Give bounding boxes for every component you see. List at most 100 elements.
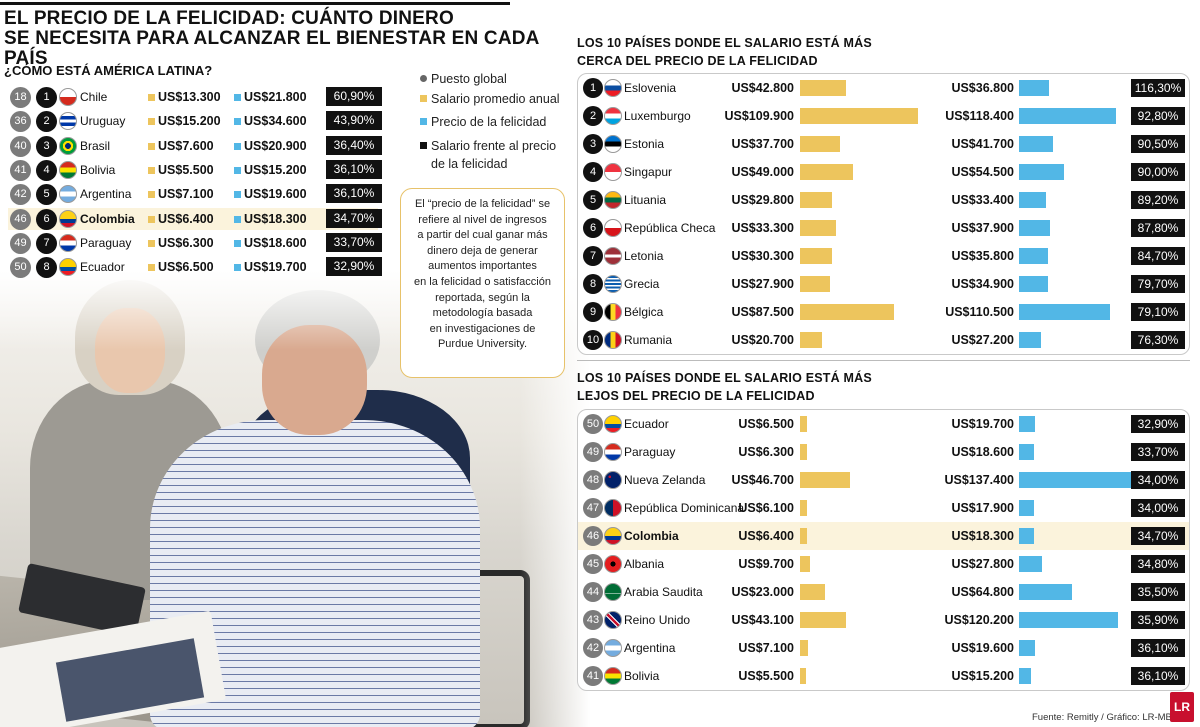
square-blue-icon — [234, 239, 241, 247]
price-label: US$118.400 — [945, 109, 1014, 123]
salary-value: US$6.300 — [158, 235, 214, 250]
flag-icon — [604, 527, 622, 545]
country-name: Bélgica — [624, 305, 664, 319]
price-value: US$21.800 — [244, 90, 307, 104]
global-rank-badge: 49 — [10, 232, 31, 254]
legend-salary: Salario promedio anual — [420, 90, 560, 108]
flag-icon — [604, 611, 622, 629]
note-line: a partir del cual ganar más — [417, 229, 548, 242]
latam-row: 49 7 Paraguay US$6.300 US$18.600 33,70% — [8, 232, 382, 254]
rank-badge: 8 — [583, 274, 603, 294]
chart-row: 6 República Checa US$33.300 US$37.900 87,80% — [578, 214, 1189, 242]
ratio-label: 92,80% — [1131, 107, 1185, 125]
price-bar — [1019, 276, 1048, 292]
legend-global: Puesto global — [420, 70, 507, 88]
square-yellow-icon — [148, 264, 155, 272]
chart-row: 45 Albania US$9.700 US$27.800 34,80% — [578, 550, 1189, 578]
salary-bar — [800, 444, 807, 460]
price-value: US$19.700 — [244, 260, 307, 275]
global-rank-badge: 46 — [10, 208, 31, 230]
ratio-label: 35,50% — [1131, 583, 1185, 601]
ratio-label: 34,00% — [1131, 471, 1185, 489]
salary-bar — [800, 584, 825, 600]
salary-label: US$42.800 — [731, 81, 794, 95]
legend-price-label: Precio de la felicidad — [431, 115, 547, 129]
flag-icon — [59, 185, 77, 204]
rank-badge: 1 — [583, 78, 603, 98]
price-bar — [1019, 500, 1034, 516]
regional-rank-badge: 1 — [36, 87, 57, 108]
country-name: Albania — [624, 557, 665, 571]
price-bar — [1019, 612, 1118, 628]
note-line: El “precio de la felicidad” se — [414, 198, 551, 210]
country-name: Luxemburgo — [624, 109, 691, 123]
country-name: Ecuador — [624, 417, 669, 431]
top10-close-title-2: CERCA DEL PRECIO DE LA FELICIDAD — [577, 54, 818, 68]
square-blue-icon — [234, 118, 241, 126]
chart-row: 4 Singapur US$49.000 US$54.500 90,00% — [578, 158, 1189, 186]
salary-bar — [800, 220, 836, 236]
chart-row: 7 Letonia US$30.300 US$35.800 84,70% — [578, 242, 1189, 270]
square-yellow-icon — [148, 94, 155, 101]
country-name: República Dominicana — [624, 501, 745, 515]
country-name: Argentina — [624, 641, 676, 655]
section-divider — [577, 360, 1190, 361]
price-value: US$15.200 — [244, 162, 307, 177]
salary-bar — [800, 472, 851, 488]
rank-badge: 44 — [583, 582, 603, 602]
price-bar — [1019, 584, 1073, 600]
salary-label: US$49.000 — [731, 165, 794, 179]
country-name: Ecuador — [80, 260, 125, 275]
rank-badge: 2 — [583, 106, 603, 126]
rank-badge: 5 — [583, 190, 603, 210]
price-bar — [1019, 444, 1035, 460]
ratio-label: 34,80% — [1131, 555, 1185, 573]
price-label: US$64.800 — [951, 585, 1014, 599]
ratio-label: 76,30% — [1131, 331, 1185, 349]
lr-logo: LR — [1170, 692, 1194, 722]
rank-badge: 50 — [583, 414, 603, 434]
salary-bar — [800, 80, 846, 96]
ratio-label: 33,70% — [1131, 443, 1185, 461]
ratio-label: 84,70% — [1131, 247, 1185, 265]
rank-badge: 3 — [583, 134, 603, 154]
salary-bar — [800, 136, 841, 152]
latam-row: 42 5 Argentina US$7.100 US$19.600 36,10% — [8, 183, 382, 206]
chart-row: 46 Colombia US$6.400 US$18.300 34,70% — [578, 522, 1189, 550]
title-line-2: SE NECESITA PARA ALCANZAR EL BIENESTAR E… — [4, 28, 539, 69]
ratio-value: 32,90% — [326, 257, 382, 277]
salary-bar — [800, 612, 847, 628]
ratio-label: 90,50% — [1131, 135, 1185, 153]
ratio-label: 34,00% — [1131, 499, 1185, 517]
chart-row: 47 República Dominicana US$6.100 US$17.900 3… — [578, 494, 1189, 522]
page-title: EL PRECIO DE LA FELICIDAD: CUÁNTO DINERO… — [4, 9, 544, 69]
rank-badge: 49 — [583, 442, 603, 462]
country-name: Colombia — [80, 211, 135, 226]
note-line: reportada, según la — [435, 291, 530, 304]
chart-row: 41 Bolivia US$5.500 US$15.200 36,10% — [578, 662, 1189, 690]
flag-icon — [604, 331, 622, 349]
price-label: US$18.300 — [951, 529, 1014, 543]
salary-bar — [800, 276, 830, 292]
ratio-value: 33,70% — [326, 232, 382, 252]
flag-icon — [604, 667, 622, 685]
chart-row: 1 Eslovenia US$42.800 US$36.800 116,30% — [578, 74, 1189, 102]
global-rank-badge: 18 — [10, 87, 31, 108]
ratio-label: 36,10% — [1131, 639, 1185, 657]
latam-row: 41 4 Bolivia US$5.500 US$15.200 36,10% — [8, 159, 382, 181]
legend-ratio-label-1: Salario frente al precio — [431, 139, 557, 153]
price-label: US$54.500 — [951, 165, 1014, 179]
circle-icon — [420, 75, 427, 82]
price-label: US$27.200 — [951, 333, 1014, 347]
rank-badge: 42 — [583, 638, 603, 658]
latam-row: 36 2 Uruguay US$15.200 US$34.600 43,90% — [8, 110, 382, 133]
salary-label: US$6.400 — [738, 529, 794, 543]
country-name: Bolivia — [80, 162, 116, 177]
price-value: US$34.600 — [244, 114, 307, 129]
country-name: Bolivia — [624, 669, 660, 683]
salary-label: US$29.800 — [731, 193, 794, 207]
flag-icon — [59, 209, 77, 228]
price-bar — [1019, 528, 1035, 544]
flag-icon — [604, 415, 622, 433]
price-label: US$41.700 — [951, 137, 1014, 151]
